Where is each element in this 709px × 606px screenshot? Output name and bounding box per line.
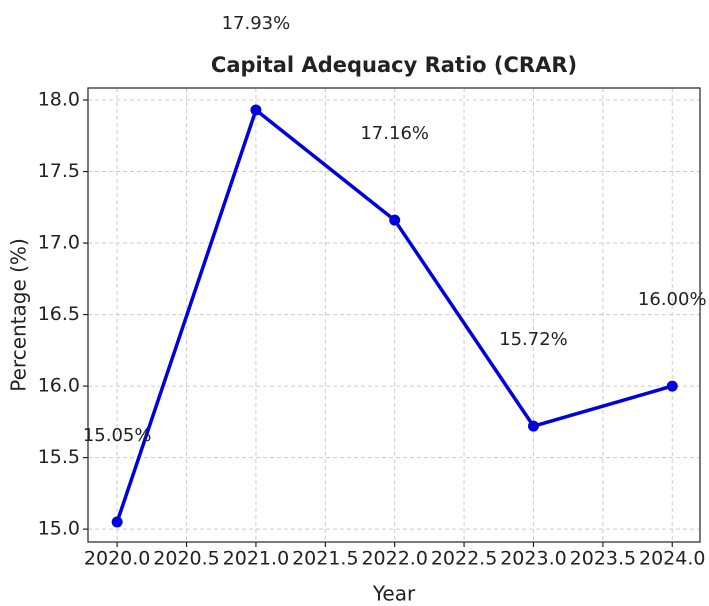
y-tick-label: 18.0	[38, 89, 80, 111]
y-tick-label: 15.5	[38, 446, 80, 468]
marker	[250, 104, 262, 116]
y-tick-label: 17.5	[38, 160, 80, 182]
chart-title: Capital Adequacy Ratio (CRAR)	[211, 53, 577, 77]
x-tick-label: 2020.0	[84, 548, 150, 570]
marker	[389, 214, 401, 226]
marker	[666, 380, 678, 392]
y-tick-label: 16.0	[38, 375, 80, 397]
data-label: 15.72%	[499, 329, 568, 350]
y-tick-label: 16.5	[38, 303, 80, 325]
plot-frame	[87, 87, 701, 543]
y-axis-label: Percentage (%)	[7, 238, 31, 391]
data-label: 15.05%	[83, 425, 152, 446]
x-tick-label: 2020.5	[153, 548, 219, 570]
x-tick-label: 2023.5	[570, 548, 636, 570]
x-tick-label: 2022.5	[431, 548, 497, 570]
x-tick-label: 2022.0	[361, 548, 427, 570]
marker	[111, 516, 123, 528]
x-tick-label: 2024.0	[639, 548, 705, 570]
y-tick-label: 15.0	[38, 518, 80, 540]
x-tick-label: 2021.5	[292, 548, 358, 570]
data-label: 17.16%	[360, 123, 429, 144]
data-label: 16.00%	[638, 289, 707, 310]
x-axis-label: Year	[372, 582, 416, 606]
data-label: 17.93%	[222, 13, 291, 34]
y-tick-label: 17.0	[38, 232, 80, 254]
x-tick-label: 2023.0	[500, 548, 566, 570]
x-tick-label: 2021.0	[223, 548, 289, 570]
marker	[527, 420, 539, 432]
